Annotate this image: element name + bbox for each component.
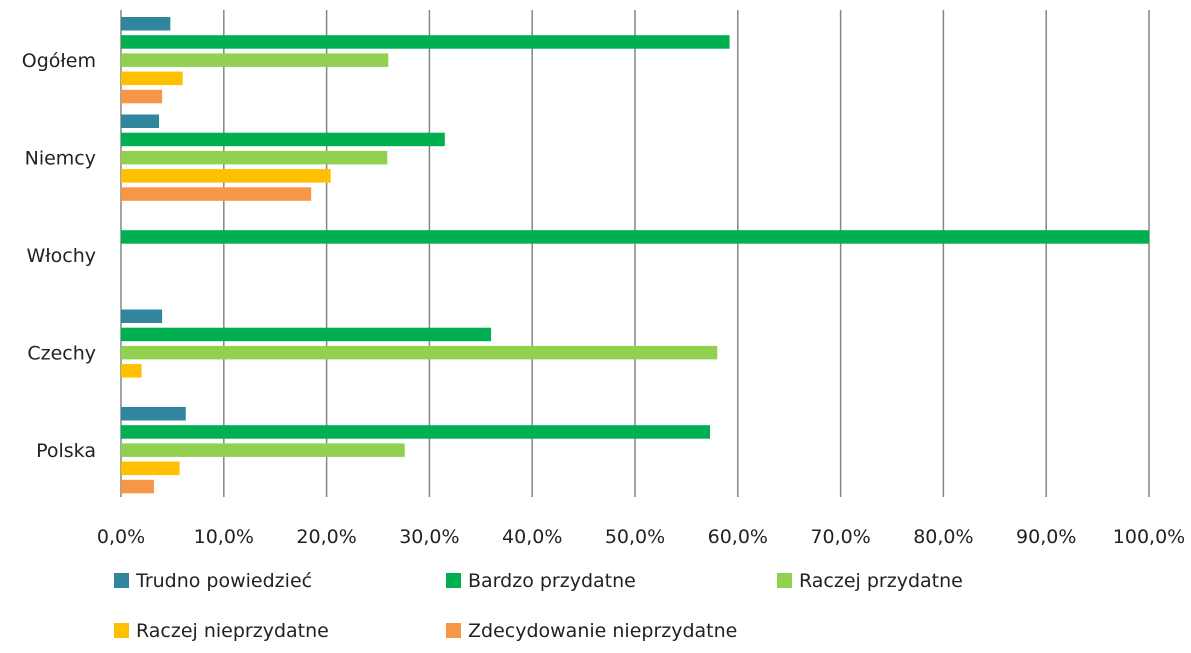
category-label: Ogółem [22,50,96,72]
x-tick-labels: 0,0% 10,0% 20,0% 30,0% 40,0% 50,0% 60,0% 70,0% 8… [97,526,1185,548]
legend-label: Raczej nieprzydatne [136,620,329,642]
bar [121,169,331,183]
bar [121,17,171,31]
bar [121,425,711,439]
bar [121,132,445,147]
bar [121,479,154,494]
category-labels: Ogółem Niemcy Włochy Czechy Polska [22,50,96,462]
x-tick-label: 0,0% [97,526,145,548]
x-tick-label: 10,0% [194,526,254,548]
bar [121,53,389,67]
bars [121,17,1149,494]
bar [121,364,142,378]
x-tick-label: 20,0% [296,526,356,548]
legend-swatch [446,623,461,638]
x-tick-label: 50,0% [605,526,665,548]
category-label: Niemcy [25,148,96,170]
bar [121,35,730,49]
bar [121,71,183,86]
x-tick-label: 60,0% [708,526,768,548]
legend-swatch [777,573,792,588]
category-label: Czechy [27,343,96,365]
category-label: Włochy [26,245,96,267]
legend-label: Trudno powiedzieć [135,570,312,592]
x-tick-label: 80,0% [913,526,973,548]
gridlines [120,10,1150,497]
category-label: Polska [36,440,96,462]
bar [121,461,180,476]
bar [121,89,163,104]
bar [121,407,186,421]
legend-label: Bardzo przydatne [468,570,636,592]
legend: Trudno powiedzieć Bardzo przydatne Raczej … [114,570,963,642]
bar [121,150,388,165]
x-tick-label: 40,0% [502,526,562,548]
x-tick-label: 100,0% [1113,526,1185,548]
legend-swatch [114,623,129,638]
bar [121,187,312,201]
bar [121,443,405,457]
legend-label: Raczej przydatne [799,570,963,592]
bar [121,327,492,342]
legend-swatch [114,573,129,588]
legend-swatch [446,573,461,588]
bar [121,345,718,360]
x-tick-label: 70,0% [810,526,870,548]
bar [121,114,160,128]
bar [121,309,163,323]
x-tick-label: 30,0% [399,526,459,548]
x-tick-label: 90,0% [1016,526,1076,548]
legend-label: Zdecydowanie nieprzydatne [468,620,737,642]
bar [121,230,1149,244]
